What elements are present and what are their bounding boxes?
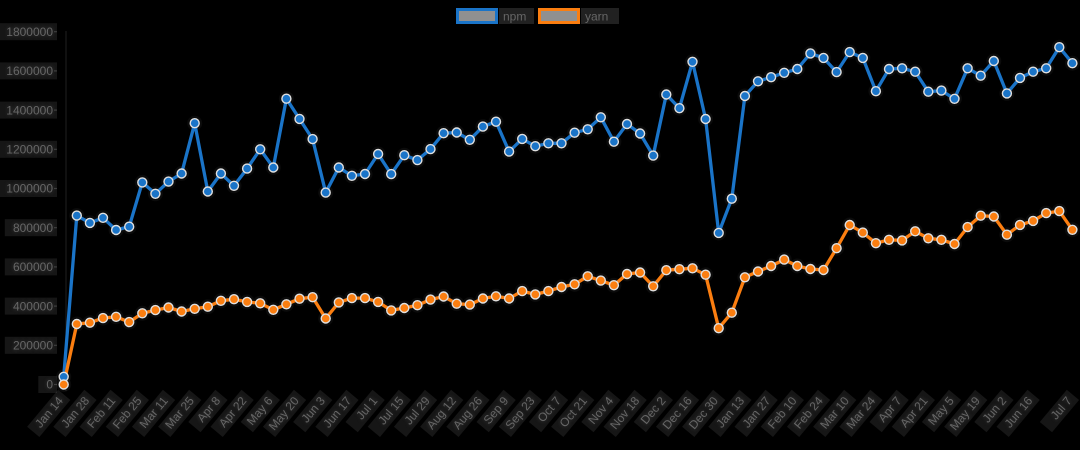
svg-text:1600000: 1600000 <box>6 64 53 78</box>
svg-text:0: 0 <box>46 378 53 392</box>
svg-text:400000: 400000 <box>13 299 53 313</box>
svg-text:1400000: 1400000 <box>6 103 53 117</box>
svg-text:200000: 200000 <box>13 339 53 353</box>
svg-text:1800000: 1800000 <box>6 25 53 39</box>
svg-text:yarn: yarn <box>585 10 608 24</box>
svg-text:npm: npm <box>503 10 526 24</box>
svg-text:600000: 600000 <box>13 260 53 274</box>
svg-text:1000000: 1000000 <box>6 182 53 196</box>
svg-text:1200000: 1200000 <box>6 143 53 157</box>
svg-text:800000: 800000 <box>13 221 53 235</box>
